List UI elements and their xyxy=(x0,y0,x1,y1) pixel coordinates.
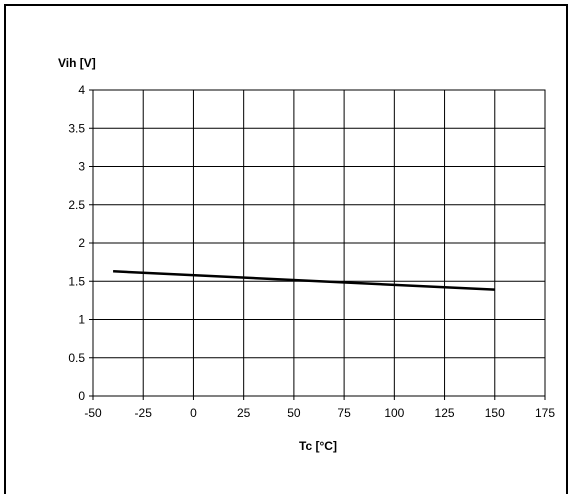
y-tick-label: 2 xyxy=(78,236,85,250)
x-tick-label: 0 xyxy=(190,406,197,420)
x-tick-label: -25 xyxy=(135,406,153,420)
y-tick-label: 1.5 xyxy=(68,274,85,288)
x-tick-labels: -50 -25 0 25 50 75 100 125 150 175 xyxy=(84,406,555,420)
axes xyxy=(89,89,546,400)
y-tick-label: 4 xyxy=(78,83,85,97)
plot-area-border xyxy=(92,89,546,397)
x-axis-title: Tc [°C] xyxy=(299,439,337,453)
series-line-0 xyxy=(113,270,495,291)
x-tick-label: 50 xyxy=(287,406,301,420)
y-tick-label: 0 xyxy=(78,389,85,403)
x-tick-label: 25 xyxy=(237,406,251,420)
y-tick-label: 3.5 xyxy=(68,121,85,135)
grid xyxy=(92,89,546,397)
y-tick-label: 2.5 xyxy=(68,198,85,212)
x-tick-label: 75 xyxy=(337,406,351,420)
chart-frame xyxy=(4,4,568,494)
x-tick-label: 125 xyxy=(435,406,455,420)
x-tick-label: -50 xyxy=(84,406,102,420)
x-tick-label: 100 xyxy=(384,406,404,420)
y-tick-labels: 0 0.5 1 1.5 2 2.5 3 3.5 4 xyxy=(68,83,85,403)
series-layer xyxy=(113,270,495,291)
x-tick-label: 150 xyxy=(485,406,505,420)
y-axis-title: Vih [V] xyxy=(58,56,96,70)
y-tick-label: 3 xyxy=(78,160,85,174)
y-tick-label: 0.5 xyxy=(68,351,85,365)
y-tick-label: 1 xyxy=(78,313,85,327)
x-tick-label: 175 xyxy=(535,406,555,420)
